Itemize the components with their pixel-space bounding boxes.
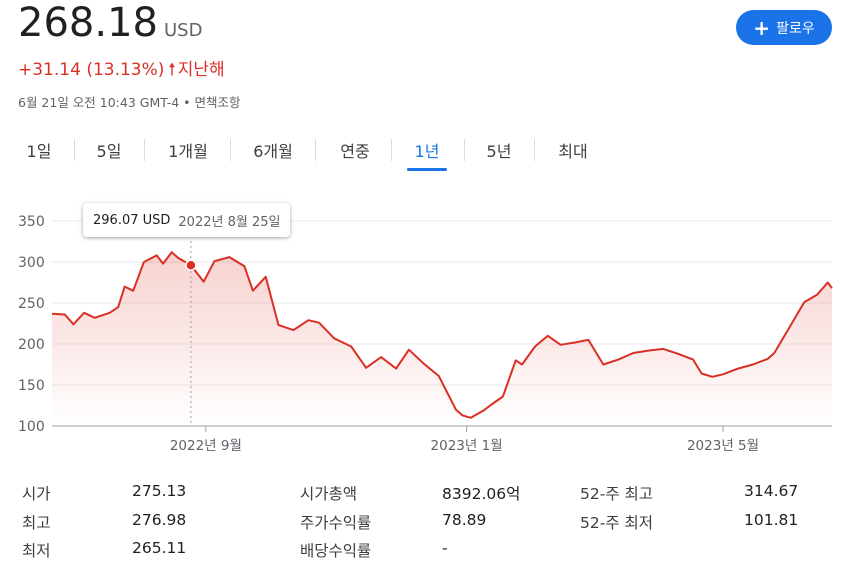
follow-button[interactable]: + 팔로우 bbox=[736, 10, 832, 45]
chart-tooltip: 296.07 USD 2022년 8월 25일 bbox=[83, 203, 291, 237]
hover-point bbox=[185, 259, 197, 271]
tab-divider bbox=[144, 139, 145, 161]
currency-label: USD bbox=[163, 20, 203, 41]
tab-divider bbox=[230, 139, 231, 161]
y-tick-label: 200 bbox=[18, 337, 45, 353]
stat-label: 52-주 최고 bbox=[580, 485, 654, 503]
price-line bbox=[51, 251, 833, 419]
stat-label: 배당수익률 bbox=[300, 542, 372, 560]
stat-label: 주가수익률 bbox=[300, 514, 372, 532]
y-tick-label: 100 bbox=[18, 419, 45, 435]
tab-5d[interactable]: 5일 bbox=[96, 142, 122, 161]
follow-label: 팔로우 bbox=[776, 20, 815, 37]
tooltip-price: 296.07 USD bbox=[93, 212, 171, 228]
y-tick-label: 350 bbox=[18, 214, 45, 230]
y-tick-label: 150 bbox=[18, 378, 45, 394]
price-value: 268.18 bbox=[18, 0, 158, 46]
timestamp-disclaimer: 6월 21일 오전 10:43 GMT-4 • 면책조항 bbox=[18, 95, 241, 110]
stat-value: 8392.06억 bbox=[442, 485, 521, 503]
change-value: +31.14 (13.13%) bbox=[18, 60, 165, 80]
tab-divider bbox=[464, 139, 465, 161]
tab-divider bbox=[534, 139, 535, 161]
plus-icon: + bbox=[753, 15, 771, 40]
price-change: +31.14 (13.13%) 🠕 지난해 bbox=[18, 55, 225, 86]
stat-label: 시가 bbox=[22, 485, 51, 503]
tab-max[interactable]: 최대 bbox=[558, 142, 588, 161]
y-tick-label: 250 bbox=[18, 296, 45, 312]
current-price: 268.18 USD bbox=[18, 0, 202, 54]
stat-label: 시가총액 bbox=[300, 485, 358, 503]
tab-divider bbox=[315, 139, 316, 161]
change-period: 지난해 bbox=[177, 60, 225, 80]
stat-value: 265.11 bbox=[132, 539, 187, 557]
tab-divider bbox=[74, 139, 75, 161]
stat-value: - bbox=[442, 539, 448, 557]
y-tick-label: 300 bbox=[18, 255, 45, 271]
x-tick-label: 2022년 9월 bbox=[170, 438, 242, 454]
stat-value: 78.89 bbox=[442, 511, 487, 529]
stat-value: 276.98 bbox=[132, 511, 187, 529]
tab-ytd[interactable]: 연중 bbox=[340, 142, 370, 161]
tab-1m[interactable]: 1개월 bbox=[168, 142, 208, 161]
stat-value: 314.67 bbox=[744, 482, 799, 500]
arrow-up-icon: 🠕 bbox=[168, 60, 176, 80]
price-area-fill bbox=[52, 252, 832, 426]
x-tick-label: 2023년 1월 bbox=[431, 438, 503, 454]
tab-1d[interactable]: 1일 bbox=[26, 142, 52, 161]
range-tabs: 1일 5일 1개월 6개월 연중 1년 5년 최대 bbox=[0, 132, 856, 172]
tab-divider bbox=[391, 139, 392, 161]
tab-5y[interactable]: 5년 bbox=[486, 142, 512, 161]
tab-1y[interactable]: 1년 bbox=[407, 132, 447, 171]
stat-label: 52-주 최저 bbox=[580, 514, 654, 532]
tooltip-date: 2022년 8월 25일 bbox=[178, 214, 281, 230]
stat-label: 최저 bbox=[22, 542, 51, 560]
stat-label: 최고 bbox=[22, 514, 51, 532]
stat-value: 101.81 bbox=[744, 511, 799, 529]
x-tick-label: 2023년 5월 bbox=[687, 438, 759, 454]
stat-value: 275.13 bbox=[132, 482, 187, 500]
tab-6m[interactable]: 6개월 bbox=[253, 142, 293, 161]
